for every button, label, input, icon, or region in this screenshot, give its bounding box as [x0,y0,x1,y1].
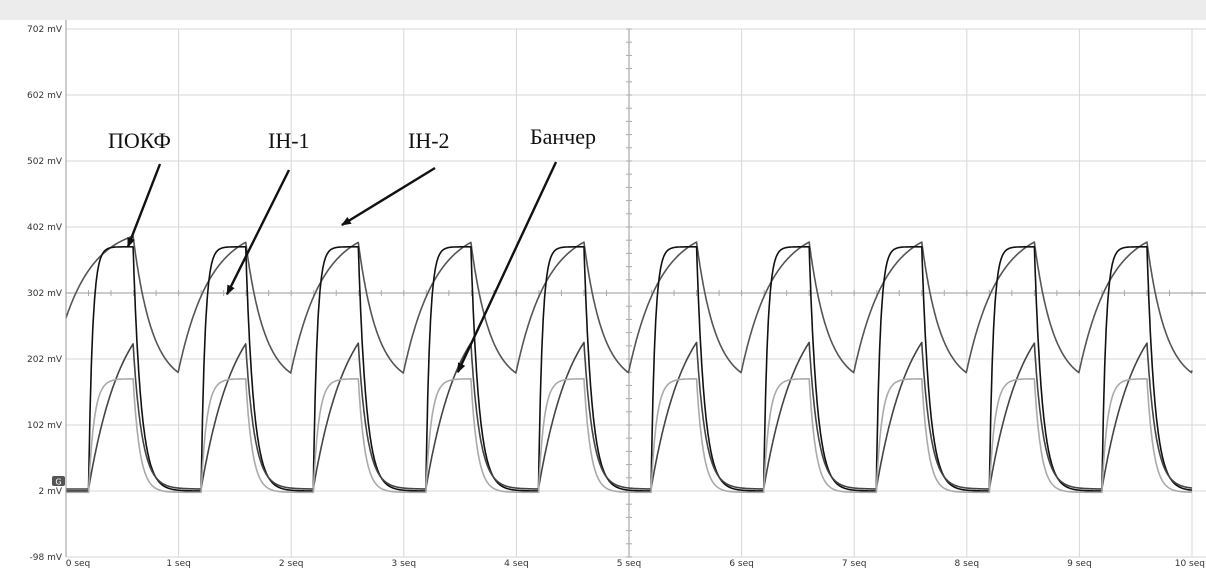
y-tick-label: 602 mV [27,91,63,101]
x-tick-label: 10 seq [1175,559,1205,568]
plot-background [66,20,1206,557]
x-tick-label: 3 seq [392,559,417,568]
y-tick-label: -98 mV [30,553,63,563]
y-tick-label: 402 mV [27,223,63,233]
series-line [65,377,1193,494]
x-tick-label: 5 seq [617,559,642,568]
x-tick-label: 9 seq [1067,559,1092,568]
y-tick-label: 702 mV [27,25,63,35]
annotation-label: ПОКФ [108,128,171,153]
y-tick-label: 202 mV [27,355,63,365]
annotation-label: IH-2 [408,128,450,153]
y-tick-label: 502 mV [27,157,63,167]
annotation-arrow [126,163,162,248]
annotation-arrow [341,166,436,227]
y-axis-ticks: 702 mV 602 mV 502 mV 402 mV 302 mV 202 mV 102 … [27,25,63,563]
annotation-label: Банчер [530,124,596,149]
ground-marker-label: G [55,478,61,487]
annotation-label: IH-1 [268,128,310,153]
ground-marker: G [52,476,65,487]
annotation-arrow [456,161,558,374]
x-tick-label: 0 seq [66,559,91,568]
x-tick-label: 2 seq [279,559,304,568]
series-line [65,246,1193,492]
x-tick-label: 1 seq [166,559,191,568]
series-line [65,235,1193,374]
x-tick-label: 4 seq [504,559,529,568]
annotation-arrow [225,169,291,296]
traces [65,235,1193,494]
x-tick-label: 8 seq [955,559,980,568]
top-bar [0,0,1206,20]
annotations: ПОКФ IH-1 IH-2 Банчер [108,124,596,374]
x-axis-ticks: 0 seq 1 seq 2 seq 3 seq 4 seq 5 seq 6 seq 7 seq… [66,559,1205,568]
y-tick-label: 302 mV [27,289,63,299]
x-tick-label: 6 seq [729,559,754,568]
x-tick-label: 7 seq [842,559,867,568]
series-line [65,341,1193,490]
y-tick-label: 2 mV [38,487,62,497]
y-tick-label: 102 mV [27,421,63,431]
